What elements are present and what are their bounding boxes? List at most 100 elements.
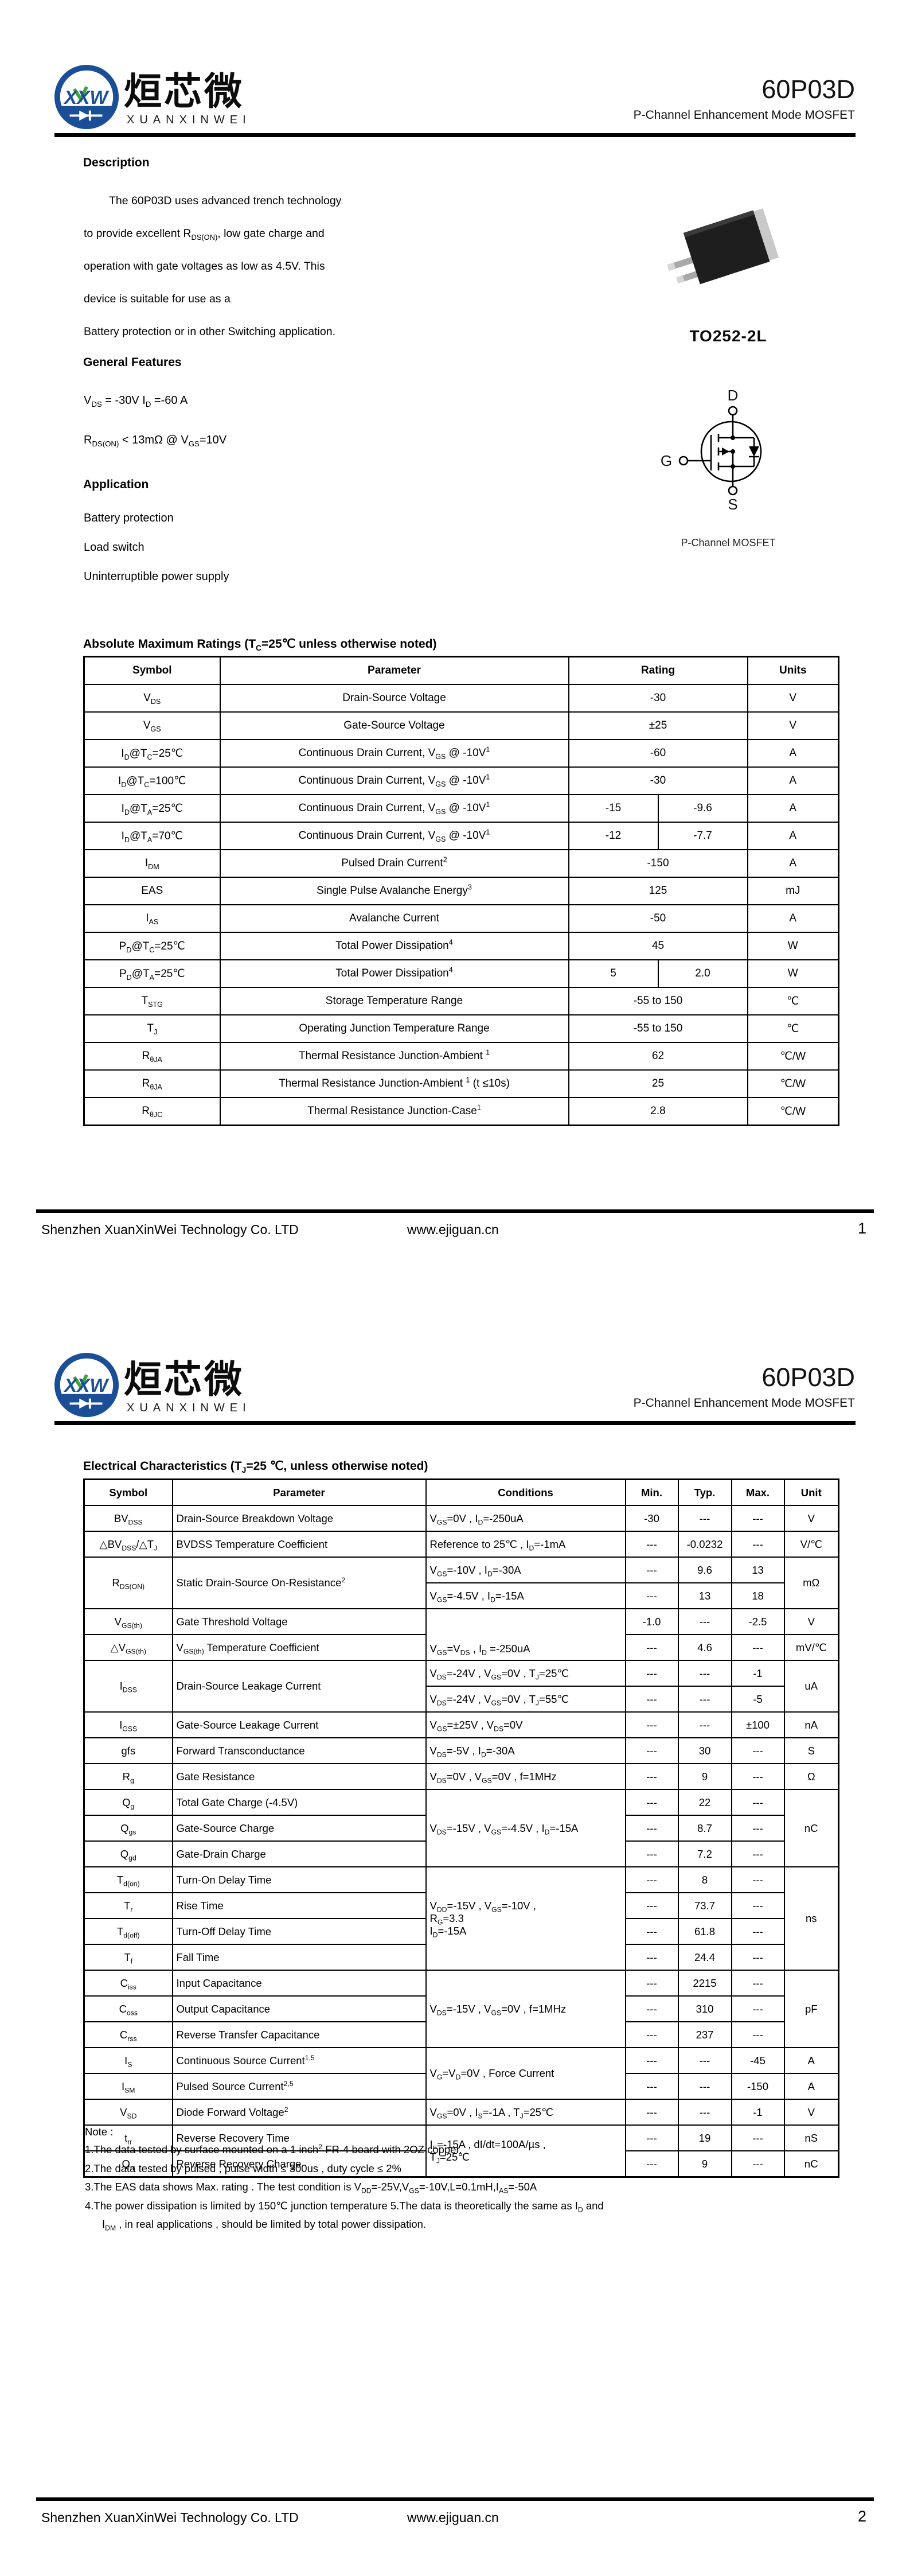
unit-cell: mV/℃ xyxy=(783,1634,839,1661)
symbol-cell: RDS(ON) xyxy=(83,1557,173,1609)
application-line: Battery protection xyxy=(84,512,174,524)
elec-char-table: Symbol Parameter Conditions Min. Typ. Max. Uni… xyxy=(83,1478,839,2178)
symbol-cell: Crss xyxy=(83,2021,173,2048)
typ-cell: --- xyxy=(677,1660,732,1687)
conditions-cell: VDS=-24V , VGS=0V , TJ=25℃ xyxy=(425,1660,626,1687)
parameter-cell: Gate-Source Voltage xyxy=(219,711,569,740)
header-rule xyxy=(54,133,856,137)
parameter-cell: Gate-Source Leakage Current xyxy=(171,1711,427,1738)
company-logo: XXW xyxy=(54,1352,119,1418)
source-pin-label: S xyxy=(728,496,737,513)
max-cell: -1 xyxy=(731,2099,785,2126)
symbol-cell: △BVDSS/△TJ xyxy=(83,1531,173,1558)
header-rule xyxy=(54,1421,856,1425)
footer-company: Shenzhen XuanXinWei Technology Co. LTD xyxy=(41,1222,299,1237)
unit-cell: S xyxy=(783,1737,839,1764)
symbol-cell: PD@TA=25℃ xyxy=(83,959,221,988)
page-number: 1 xyxy=(857,1220,866,1237)
note-line: 3.The EAS data shows Max. rating . The t… xyxy=(85,2181,537,2195)
symbol-cell: RθJA xyxy=(83,1069,221,1098)
symbol-cell: Qg xyxy=(83,1789,173,1816)
drain-pin-label: D xyxy=(728,387,739,404)
max-cell: -150 xyxy=(731,2073,785,2100)
typ-cell: --- xyxy=(677,2073,732,2100)
elec-row: Td(off) Turn-Off Delay Time --- 61.8 --- xyxy=(83,1918,839,1945)
min-cell: -1.0 xyxy=(624,1608,679,1635)
symbol-cell: ID@TC=25℃ xyxy=(83,739,221,768)
logo-green-accent xyxy=(72,86,88,103)
min-cell: --- xyxy=(624,1918,679,1945)
logo-diode-icon xyxy=(69,1398,103,1409)
logo-chinese-name: 烜芯微 xyxy=(124,69,244,114)
min-cell: --- xyxy=(624,1557,679,1583)
units-cell: ℃/W xyxy=(747,1097,839,1126)
typ-cell: 8 xyxy=(677,1866,732,1893)
symbol-cell: IDM xyxy=(83,849,221,878)
elec-row: Rg Gate Resistance VDS=0V , VGS=0V , f=1MH… xyxy=(83,1763,839,1790)
col-min: Min. xyxy=(624,1478,679,1506)
units-cell: ℃/W xyxy=(747,1069,839,1098)
conditions-cell: VGS=-10V , ID=-30A xyxy=(425,1557,626,1583)
elec-row: BVDSS Drain-Source Breakdown Voltage VGS=0… xyxy=(83,1505,839,1532)
parameter-cell: Pulsed Drain Current2 xyxy=(219,849,569,878)
page-number: 2 xyxy=(857,2508,866,2525)
min-cell: --- xyxy=(624,1660,679,1687)
typ-cell: 22 xyxy=(677,1789,732,1816)
symbol-cell: Rg xyxy=(83,1763,173,1790)
conditions-cell: VDS=0V , VGS=0V , f=1MHz xyxy=(425,1763,626,1790)
application-line: Uninterruptible power supply xyxy=(84,570,229,583)
elec-row: IDSS Drain-Source Leakage Current VDS=-24V… xyxy=(83,1660,839,1713)
min-cell: --- xyxy=(624,1944,679,1971)
symbol-cell: trr xyxy=(83,2124,173,2151)
conditions-cell: VDS=-5V , ID=-30A xyxy=(425,1737,626,1764)
typ-cell: 73.7 xyxy=(677,1892,732,1919)
symbol-cell: IAS xyxy=(83,904,221,933)
conditions-cell: VGS=0V , IS=-1A , TJ=25℃ xyxy=(425,2099,626,2126)
unit-cell: V xyxy=(783,1505,839,1532)
parameter-cell: Continuous Drain Current, VGS @ -10V1 xyxy=(219,822,569,850)
min-cell: --- xyxy=(624,2099,679,2126)
symbol-cell: VSD xyxy=(83,2099,173,2126)
typ-cell: 8.7 xyxy=(677,1815,732,1842)
rating-cell: 25 xyxy=(568,1069,748,1098)
unit-cell: Ω xyxy=(783,1763,839,1790)
logo-chinese-name: 烜芯微 xyxy=(124,1357,244,1402)
page-1: XXW 烜芯微 XUANXINWEI 60P03D P-Channel Enha… xyxy=(36,64,874,1237)
rating-cell: -7.7 xyxy=(657,822,748,850)
parameter-cell: Total Power Dissipation4 xyxy=(219,932,569,960)
parameter-cell: Total Gate Charge (-4.5V) xyxy=(171,1789,427,1816)
package-photo xyxy=(667,208,779,285)
units-cell: V xyxy=(747,711,839,740)
rating-cell: -30 xyxy=(568,684,748,713)
unit-cell: V xyxy=(783,1608,839,1635)
abs-max-row: PD@TA=25℃ Total Power Dissipation4 5 2.0 W xyxy=(83,959,839,988)
units-cell: V xyxy=(747,684,839,713)
rating-cell: -30 xyxy=(568,766,748,795)
elec-row: VDS=-24V , VGS=0V , TJ=55℃ --- --- -5 xyxy=(84,1686,839,1713)
unit-cell: mΩ xyxy=(783,1557,839,1609)
abs-max-row: TSTG Storage Temperature Range -55 to 150 ℃ xyxy=(83,987,839,1015)
conditions-cell: VDS=-15V , VGS=-4.5V , ID=-15A xyxy=(425,1789,626,1867)
parameter-cell: Continuous Drain Current, VGS @ -10V1 xyxy=(219,766,569,795)
max-cell: --- xyxy=(731,1634,785,1661)
rating-cell: 45 xyxy=(568,932,748,960)
symbol-cell: Td(off) xyxy=(83,1918,173,1945)
parameter-cell: Output Capacitance xyxy=(171,1995,427,2022)
conditions-cell: VDS=-24V , VGS=0V , TJ=55℃ xyxy=(425,1686,626,1713)
parameter-cell: Storage Temperature Range xyxy=(219,987,569,1015)
description-paragraph: The 60P03D uses advanced trench technolo… xyxy=(84,185,439,348)
min-cell: --- xyxy=(624,2124,679,2151)
elec-row: VSD Diode Forward Voltage2 VGS=0V , IS=-1A… xyxy=(83,2099,839,2126)
elec-row: Qgd Gate-Drain Charge --- 7.2 --- xyxy=(83,1840,839,1867)
logo-mark: XXW xyxy=(63,1375,110,1396)
abs-max-row: ID@TA=70℃ Continuous Drain Current, VGS @… xyxy=(83,822,839,850)
symbol-cell: EAS xyxy=(83,877,221,905)
logo-english-name: XUANXINWEI xyxy=(127,1402,251,1414)
min-cell: --- xyxy=(624,1711,679,1738)
parameter-cell: Single Pulse Avalanche Energy3 xyxy=(219,877,569,905)
part-subtitle: P-Channel Enhancement Mode MOSFET xyxy=(633,1396,855,1410)
rating-cell: -150 xyxy=(568,849,748,878)
logo-mark: XXW xyxy=(63,87,110,108)
min-cell: --- xyxy=(624,1995,679,2022)
parameter-cell: Turn-On Delay Time xyxy=(171,1866,427,1893)
